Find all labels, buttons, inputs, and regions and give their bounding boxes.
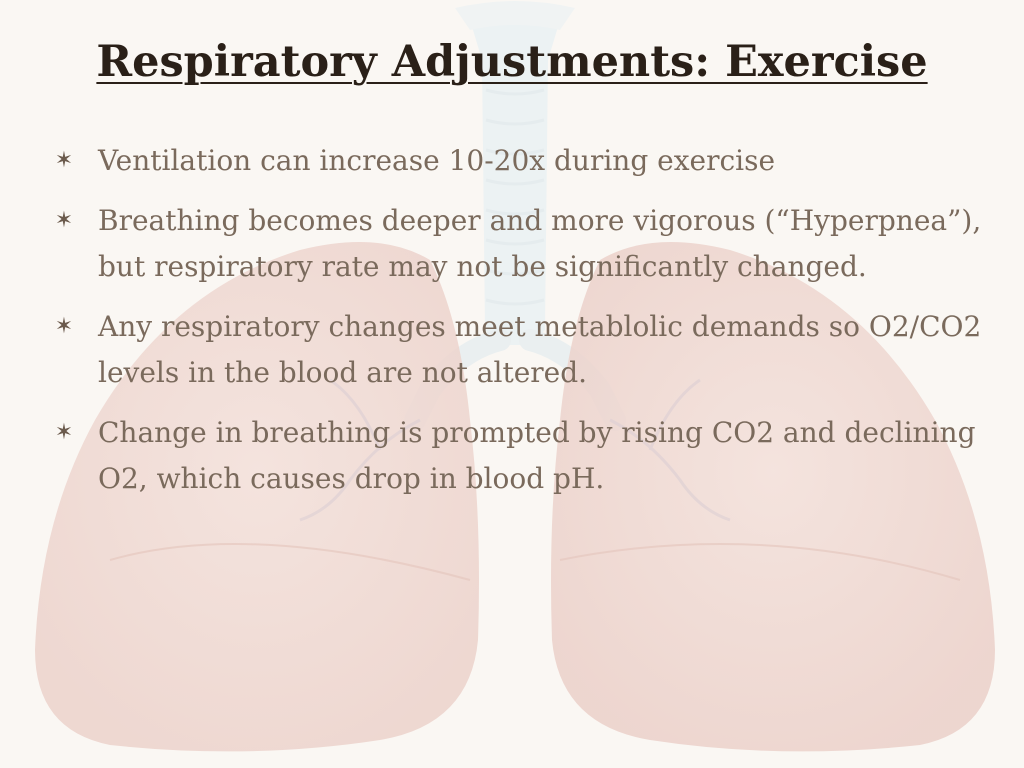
star-bullet-icon: ✶ (54, 208, 74, 233)
left-lung-shape (35, 242, 479, 752)
bullet-text: Any respiratory changes meet metablolic … (98, 310, 982, 389)
star-bullet-icon: ✶ (54, 314, 74, 339)
bullet-list: ✶ Ventilation can increase 10-20x during… (48, 138, 988, 516)
slide-title: Respiratory Adjustments: Exercise (0, 37, 1024, 87)
bullet-text: Breathing becomes deeper and more vigoro… (98, 204, 982, 283)
bullet-item: ✶ Change in breathing is prompted by ris… (48, 410, 988, 502)
star-bullet-icon: ✶ (54, 420, 74, 445)
right-lung-shape (551, 242, 995, 752)
bullet-item: ✶ Any respiratory changes meet metabloli… (48, 304, 988, 396)
bullet-item: ✶ Breathing becomes deeper and more vigo… (48, 198, 988, 290)
bullet-text: Ventilation can increase 10-20x during e… (98, 144, 776, 177)
bullet-item: ✶ Ventilation can increase 10-20x during… (48, 138, 988, 184)
slide-title-text: Respiratory Adjustments: Exercise (96, 37, 928, 87)
bullet-text: Change in breathing is prompted by risin… (98, 416, 976, 495)
star-bullet-icon: ✶ (54, 148, 74, 173)
